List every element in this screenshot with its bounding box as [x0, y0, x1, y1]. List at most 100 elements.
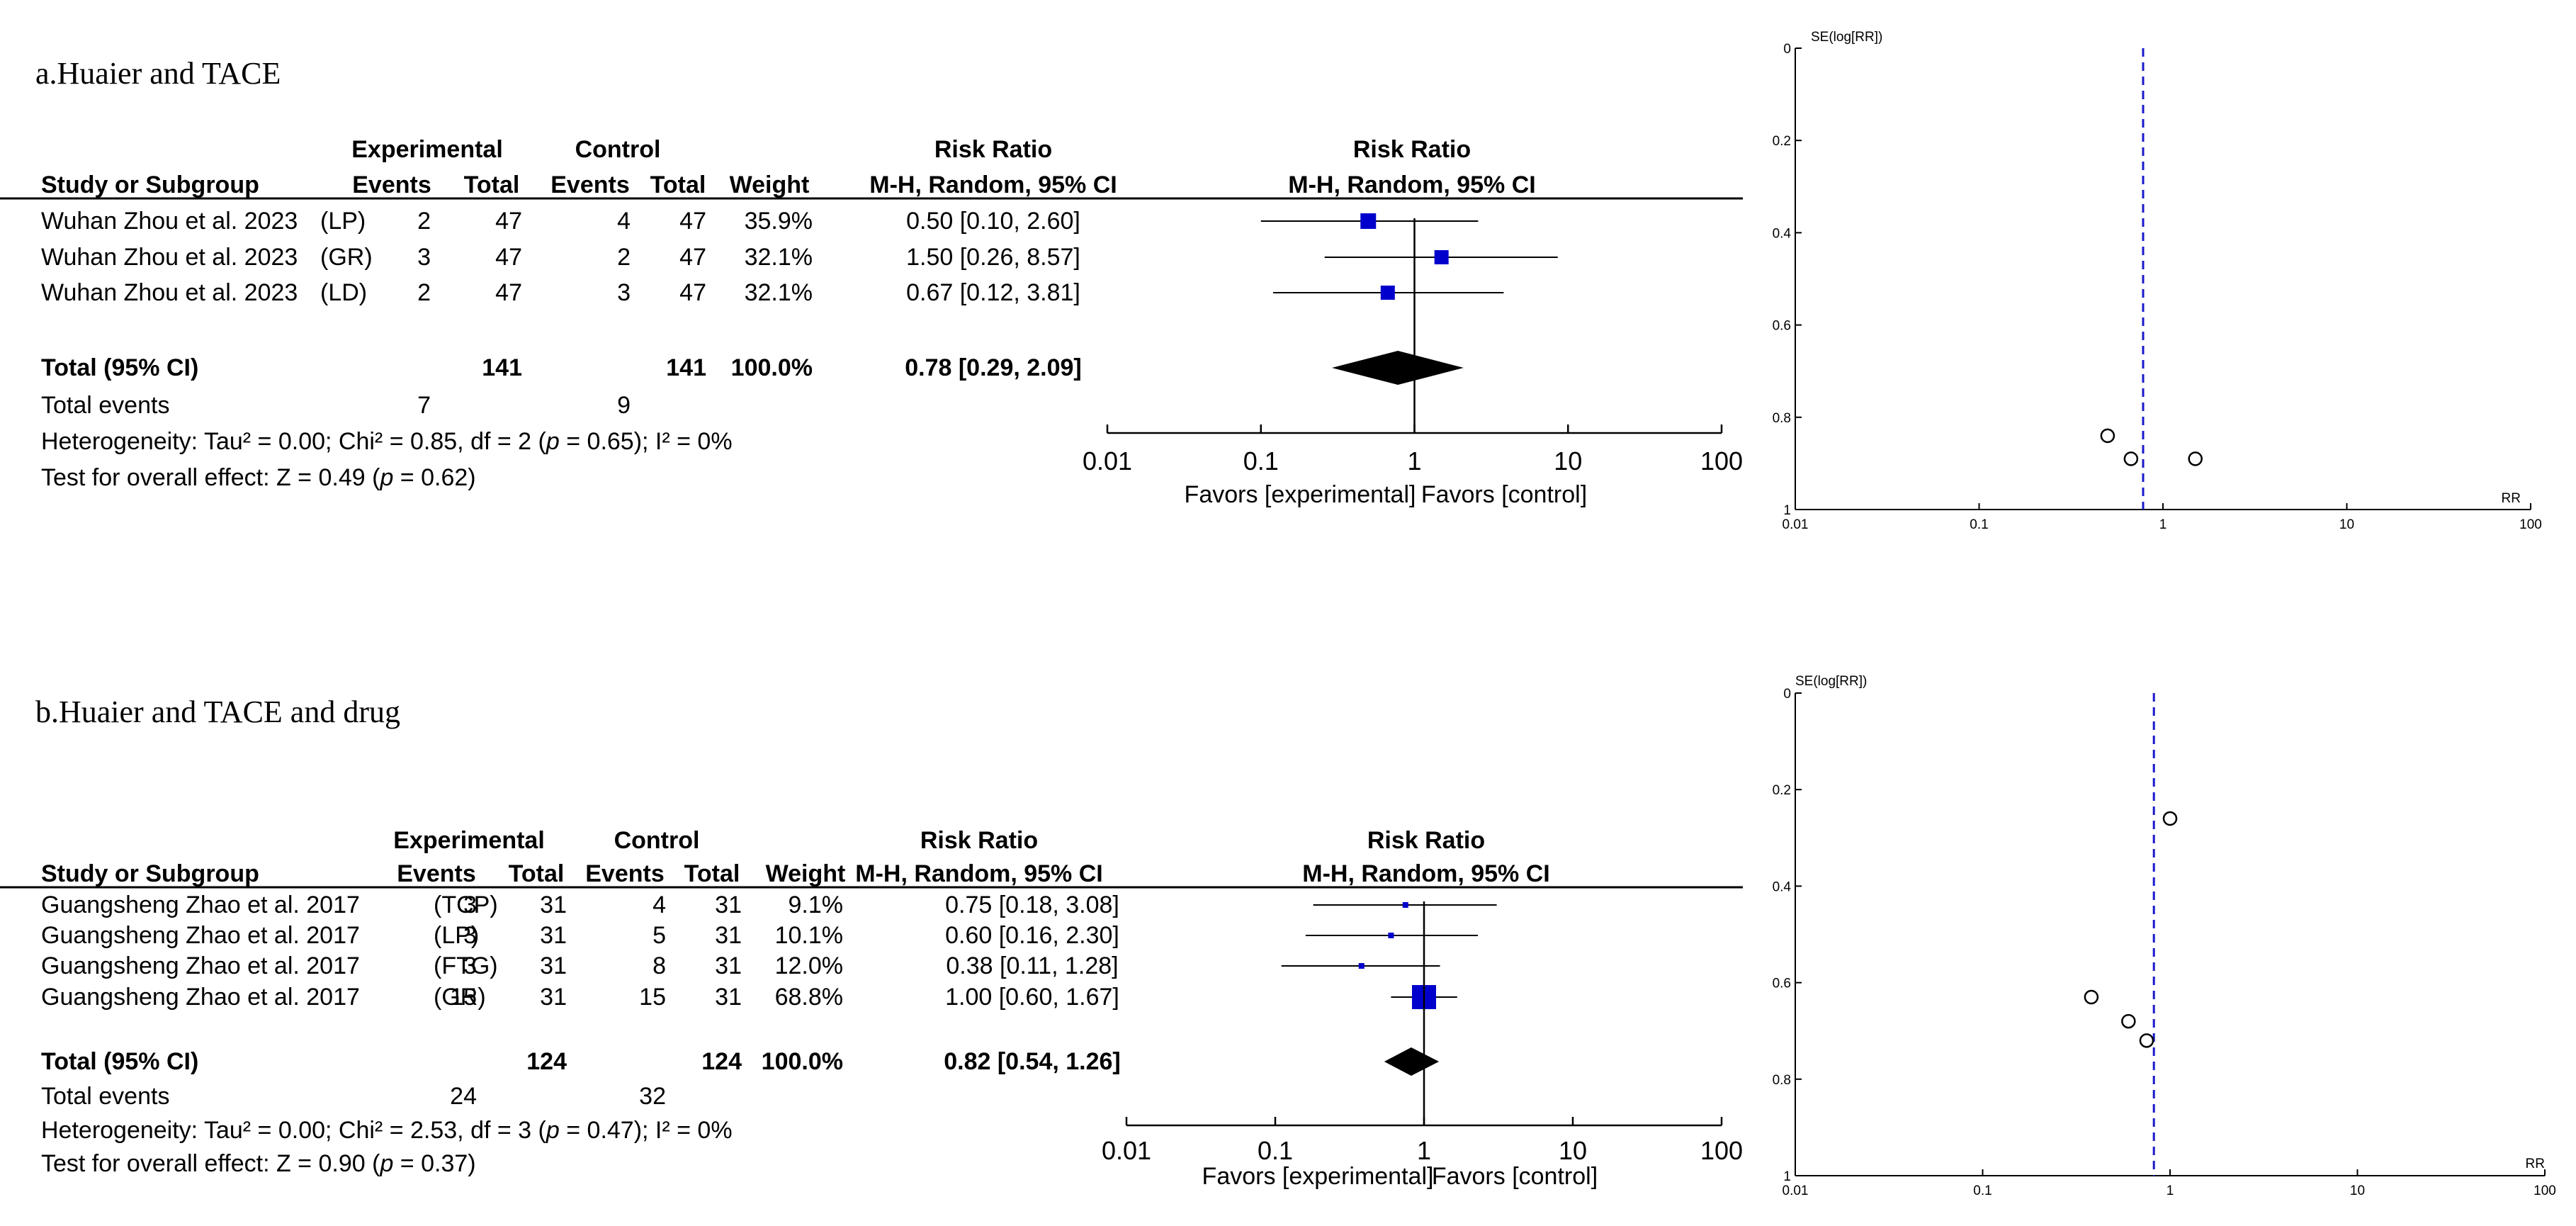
forest-x-tick-label: 1: [1417, 1136, 1431, 1165]
ctrl-total: 31: [715, 952, 742, 979]
total-events-ctrl: 9: [617, 392, 631, 419]
study-subgroup: (TCP): [434, 892, 498, 918]
risk-ratio-ci: 0.60 [0.16, 2.30]: [945, 922, 1119, 949]
total-events-exp: 24: [450, 1083, 477, 1110]
favors-experimental-label: Favors [experimental]: [1202, 1163, 1434, 1190]
study-name: Wuhan Zhou et al. 2023: [41, 279, 298, 306]
funnel-y-tick-label: 0.8: [1773, 1073, 1791, 1088]
funnel-x-tick-label: 10: [2350, 1183, 2365, 1198]
header-ctrl-events: Events: [585, 860, 665, 887]
funnel-point: [2123, 451, 2139, 466]
header-exp-total: Total: [464, 171, 520, 198]
forest-x-tick-label: 100: [1700, 446, 1743, 476]
risk-ratio-ci: 1.00 [0.60, 1.67]: [945, 984, 1119, 1011]
funnel-y-tick-label: 0.6: [1773, 977, 1791, 991]
total-events-label: Total events: [41, 392, 169, 419]
heterogeneity-text: Heterogeneity: Tau² = 0.00; Chi² = 0.85,…: [41, 428, 733, 455]
risk-ratio-ci: 0.50 [0.10, 2.60]: [906, 208, 1080, 235]
ctrl-events: 8: [653, 952, 666, 979]
table-row: Wuhan Zhou et al. 2023 (GR) 3 47 2 47 32.1% 1.5…: [41, 244, 1558, 271]
funnel-x-label: RR: [2502, 491, 2521, 506]
funnel-point: [2162, 811, 2178, 826]
overall-effect-text: Test for overall effect: Z = 0.90 (p = 0…: [41, 1150, 476, 1177]
weight: 10.1%: [775, 922, 843, 949]
header-forest-method: M-H, Random, 95% CI: [1302, 860, 1549, 887]
study-marker: [1402, 902, 1408, 908]
total-label: Total (95% CI): [41, 1048, 198, 1075]
ctrl-total: 31: [715, 892, 742, 918]
study-name: Guangsheng Zhao et al. 2017: [41, 892, 360, 918]
table-row: Guangsheng Zhao et al. 2017 (GR)15 31 15 31 6…: [41, 984, 1457, 1011]
header-ctrl-total: Total: [684, 860, 740, 887]
panel-a: a.Huaier and TACE Experimental Control Risk…: [0, 30, 2542, 532]
funnel-y-tick-label: 0: [1783, 687, 1791, 702]
funnel-y-tick-label: 0.6: [1773, 319, 1791, 334]
forest-x-tick-label: 10: [1554, 446, 1582, 476]
exp-events: 15: [450, 984, 477, 1011]
funnel-x-tick-label: 0.01: [1783, 1183, 1809, 1198]
total-weight: 100.0%: [731, 354, 813, 381]
ctrl-total: 47: [679, 244, 706, 271]
header-control: Control: [614, 827, 700, 854]
table-row: Wuhan Zhou et al. 2023 (LP) 2 47 4 47 35.9% 0.5…: [41, 208, 1479, 235]
funnel-y-tick-label: 0.4: [1773, 879, 1792, 894]
funnel-y-tick-label: 0.2: [1773, 783, 1791, 798]
study-marker: [1380, 286, 1395, 300]
funnel-y-tick-label: 1: [1783, 503, 1791, 518]
funnel-x-label: RR: [2526, 1157, 2545, 1171]
table-row: Wuhan Zhou et al. 2023 (LD) 2 47 3 47 32.1% 0.6…: [41, 279, 1504, 306]
risk-ratio-ci: 1.50 [0.26, 8.57]: [906, 244, 1080, 271]
header-risk-ratio: Risk Ratio: [920, 827, 1038, 854]
study-marker: [1358, 963, 1365, 969]
weight: 32.1%: [745, 279, 813, 306]
study-subgroup: (GR): [434, 984, 486, 1011]
total-ctrl: 124: [701, 1048, 742, 1075]
funnel-x-tick-label: 0.01: [1783, 517, 1809, 532]
header-experimental: Experimental: [351, 136, 503, 163]
study-name: Wuhan Zhou et al. 2023: [41, 244, 298, 271]
exp-total: 31: [540, 922, 567, 949]
ctrl-events: 4: [617, 208, 631, 235]
exp-total: 31: [540, 984, 567, 1011]
total-diamond: [1331, 351, 1464, 385]
weight: 35.9%: [745, 208, 813, 235]
total-events-exp: 7: [417, 392, 431, 419]
header-exp-events: Events: [397, 860, 476, 887]
total-diamond: [1384, 1047, 1440, 1076]
total-row: Total (95% CI) 124 124 100.0% 0.82 [0.54, 1.…: [41, 1047, 1440, 1076]
funnel-y-label: SE(log[RR]): [1811, 30, 1882, 45]
forest-x-tick-label: 0.01: [1083, 446, 1132, 476]
forest-x-tick-label: 100: [1700, 1136, 1743, 1165]
favors-control-label: Favors [control]: [1432, 1163, 1598, 1190]
header-weight: Weight: [730, 171, 810, 198]
funnel-x-tick-label: 100: [2519, 517, 2542, 532]
total-row: Total (95% CI) 141 141 100.0% 0.78 [0.29, 2.…: [41, 351, 1464, 385]
ctrl-events: 2: [617, 244, 631, 271]
header-ctrl-total: Total: [650, 171, 706, 198]
header-forest-method: M-H, Random, 95% CI: [1288, 171, 1535, 198]
weight: 12.0%: [775, 952, 843, 979]
total-events-label: Total events: [41, 1083, 169, 1110]
ctrl-events: 3: [617, 279, 631, 306]
header-method: M-H, Random, 95% CI: [855, 860, 1102, 887]
header-ctrl-events: Events: [550, 171, 630, 198]
funnel-y-label: SE(log[RR]): [1795, 674, 1867, 689]
header-exp-total: Total: [509, 860, 565, 887]
header-study: Study or Subgroup: [41, 860, 259, 887]
study-marker: [1388, 933, 1394, 938]
funnel-y-tick-label: 0.8: [1773, 411, 1791, 426]
ctrl-total: 47: [679, 208, 706, 235]
ctrl-events: 15: [639, 984, 666, 1011]
funnel-x-tick-label: 10: [2339, 517, 2354, 532]
funnel-point: [2100, 428, 2115, 444]
study-subgroup: (LD): [320, 279, 367, 306]
exp-events: 3: [417, 244, 431, 271]
total-events-ctrl: 32: [639, 1083, 666, 1110]
funnel-y-tick-label: 0.2: [1773, 134, 1791, 149]
funnel-y-tick-label: 0: [1783, 42, 1791, 57]
forest-x-tick-label: 0.1: [1243, 446, 1279, 476]
study-subgroup: (LP): [320, 208, 366, 235]
weight: 32.1%: [745, 244, 813, 271]
